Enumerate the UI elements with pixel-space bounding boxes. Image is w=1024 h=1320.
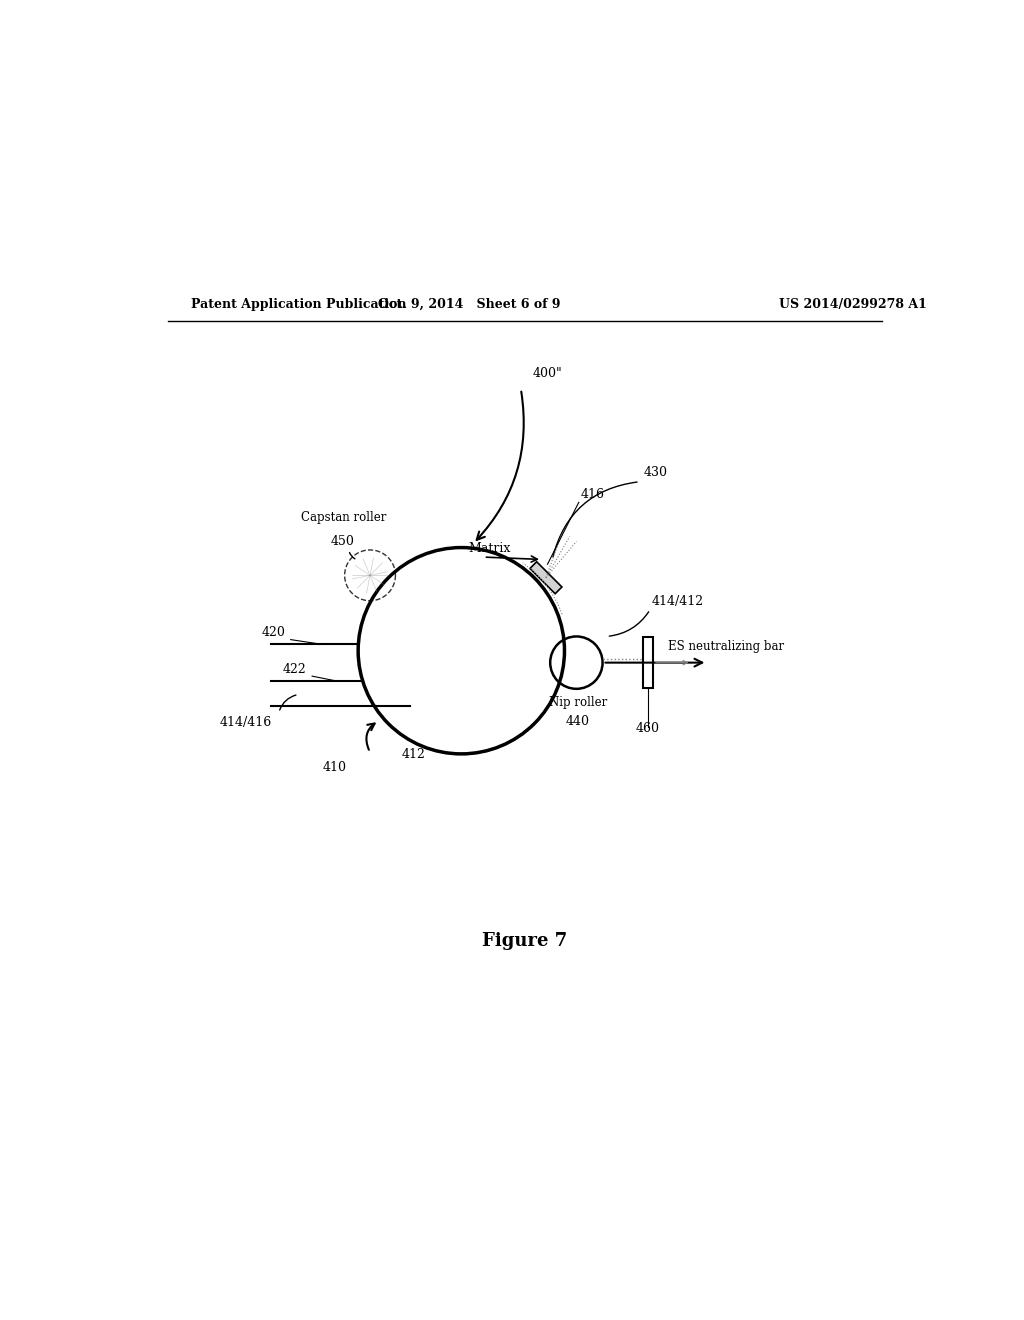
Text: 430: 430 [644,466,668,479]
FancyArrowPatch shape [280,696,296,710]
Text: 412: 412 [401,748,426,760]
Text: 414/416: 414/416 [219,717,271,729]
Text: Capstan roller: Capstan roller [301,511,386,524]
FancyArrowPatch shape [553,482,637,557]
Polygon shape [530,562,562,594]
Text: 460: 460 [636,722,659,735]
Text: 416: 416 [581,488,604,502]
Text: ES neutralizing bar: ES neutralizing bar [668,640,783,653]
Text: Figure 7: Figure 7 [482,932,567,950]
Text: Oct. 9, 2014   Sheet 6 of 9: Oct. 9, 2014 Sheet 6 of 9 [378,297,560,310]
Text: 450: 450 [331,535,354,548]
Text: Matrix: Matrix [468,541,510,554]
FancyArrowPatch shape [349,553,355,558]
Text: 410: 410 [323,762,346,775]
Text: Patent Application Publication: Patent Application Publication [191,297,407,310]
FancyArrowPatch shape [609,611,648,636]
Text: 420: 420 [261,627,286,639]
Bar [643,636,653,689]
Text: 414/412: 414/412 [651,595,703,607]
Text: 440: 440 [566,714,590,727]
Text: 400": 400" [532,367,562,380]
Text: US 2014/0299278 A1: US 2014/0299278 A1 [778,297,927,310]
Text: 422: 422 [283,663,306,676]
Text: Nip roller: Nip roller [549,696,607,709]
